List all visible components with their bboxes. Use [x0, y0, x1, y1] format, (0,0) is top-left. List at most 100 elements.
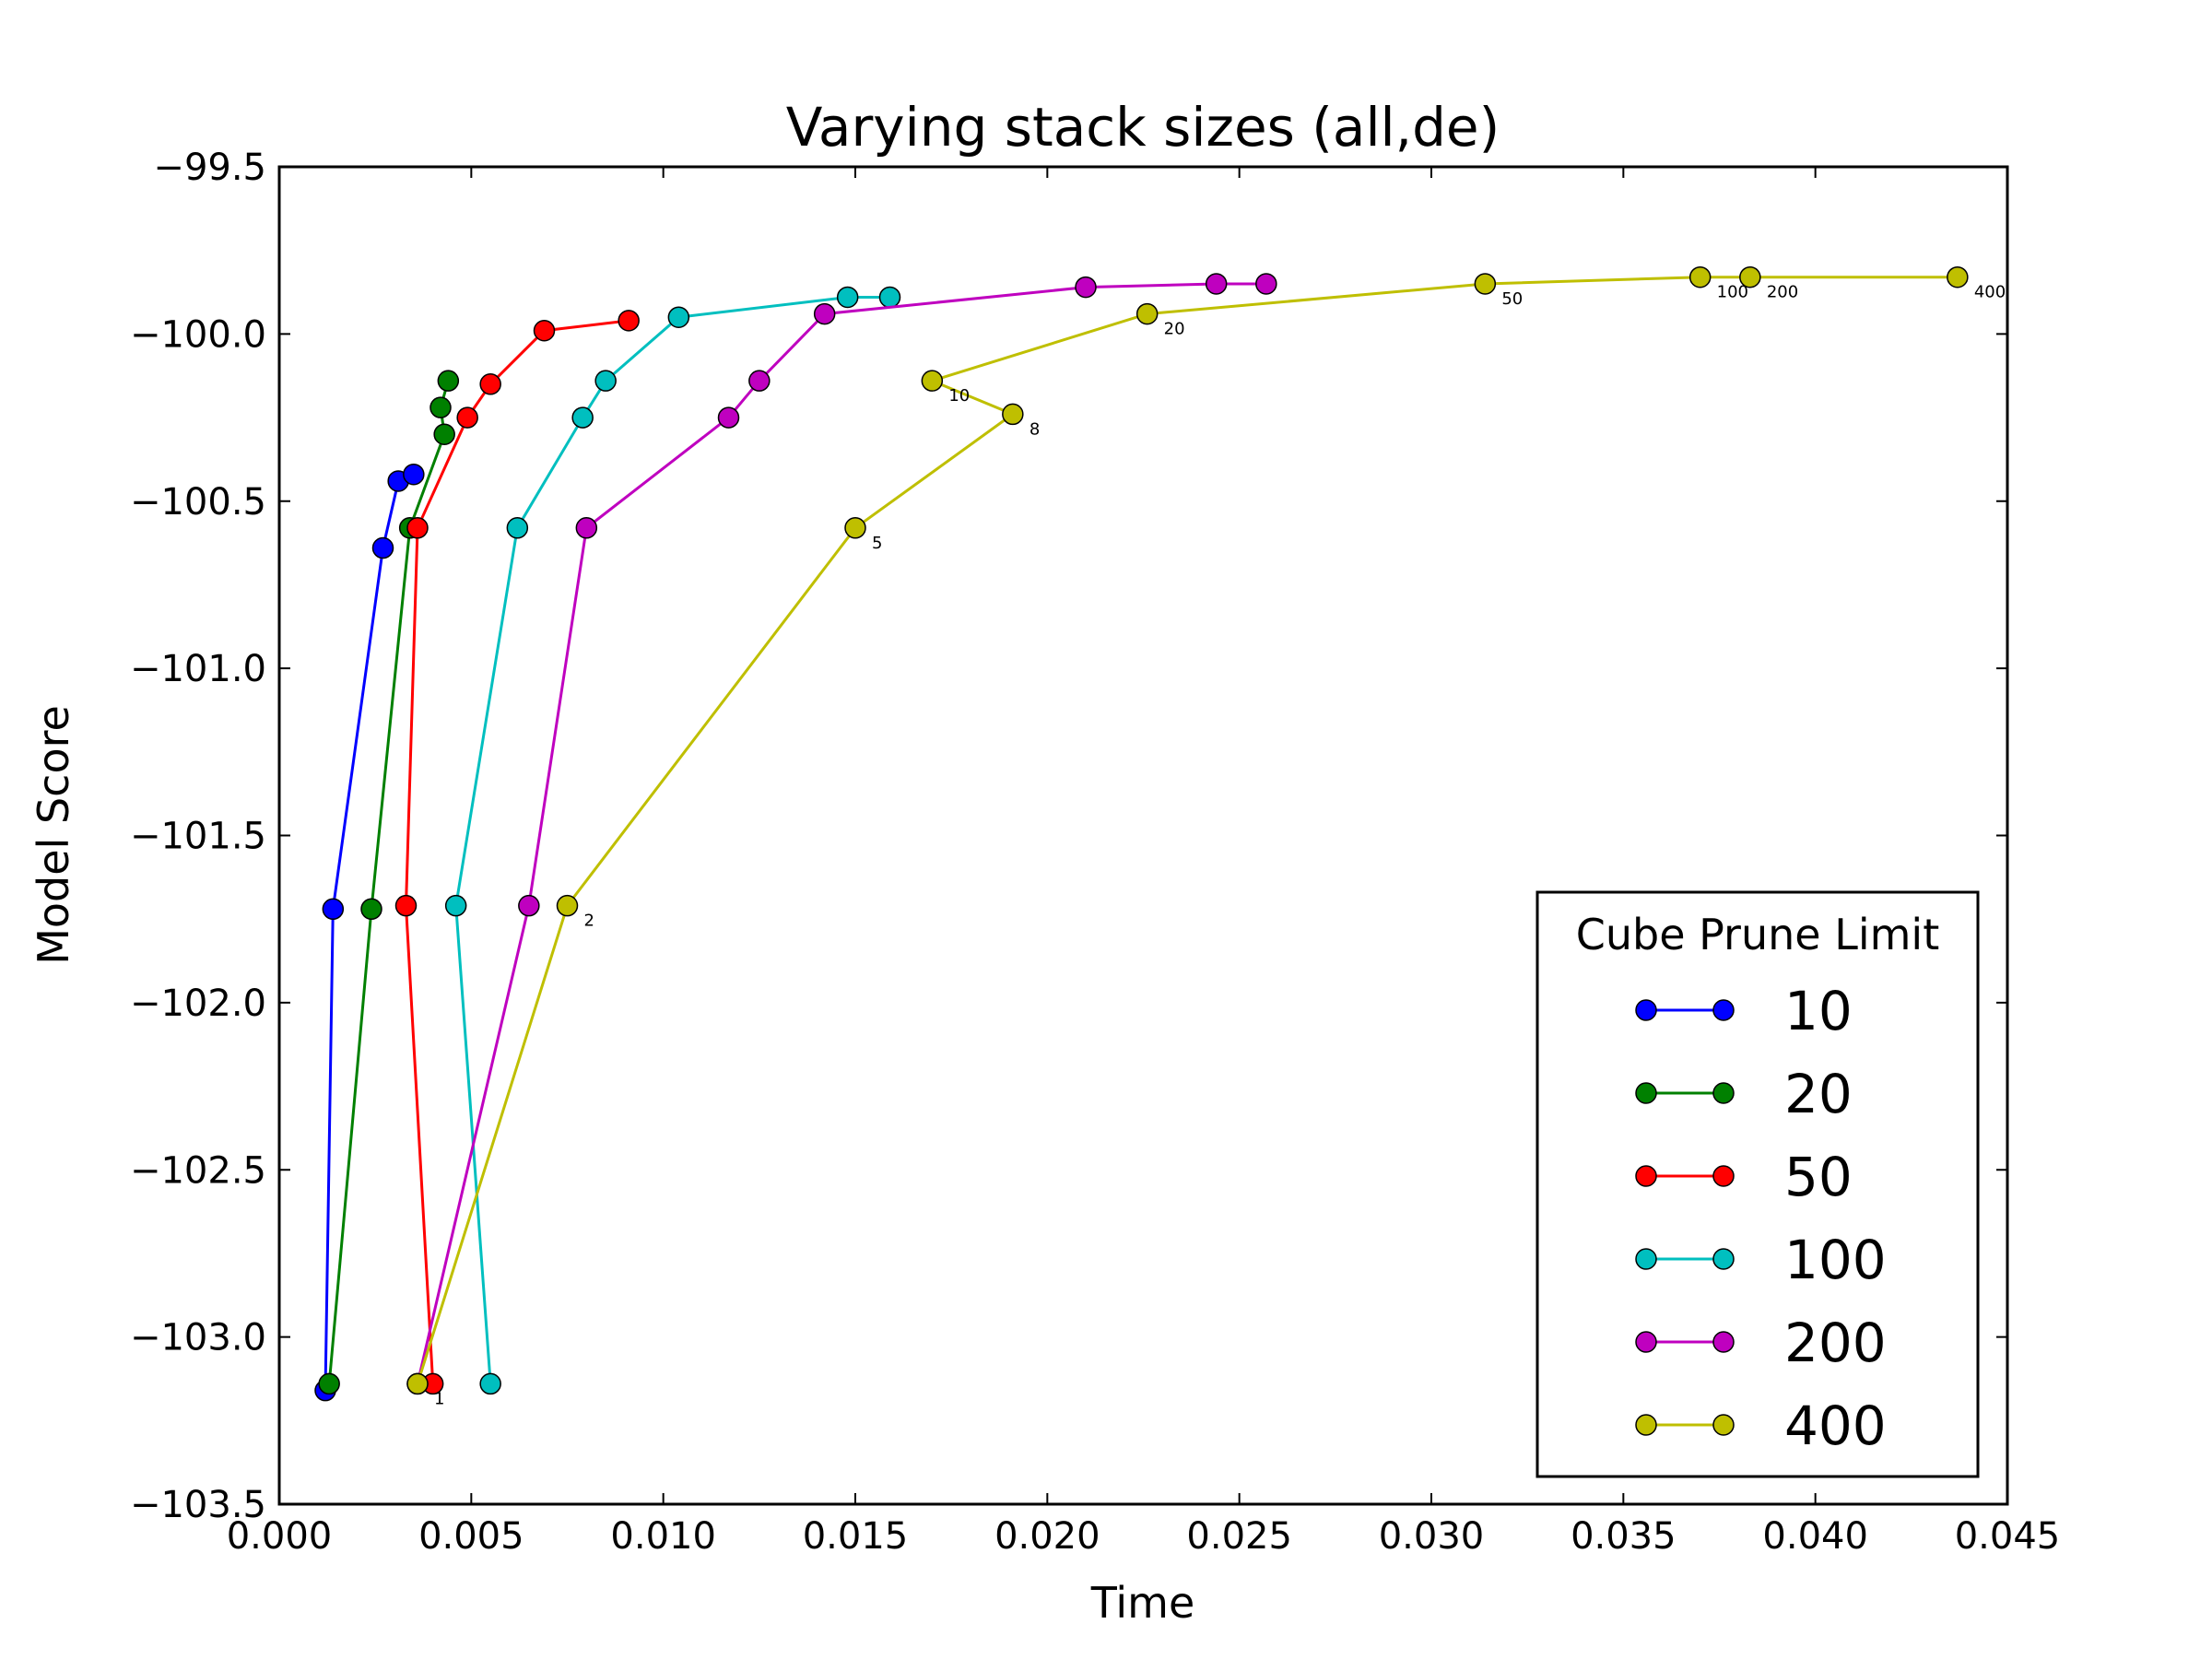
x-tick-label: 0.030	[1379, 1515, 1485, 1558]
data-point	[844, 517, 866, 539]
legend-label: 100	[1784, 1229, 1887, 1291]
data-point	[533, 319, 556, 342]
series-100	[444, 286, 901, 1395]
point-label: 100	[1717, 283, 1748, 302]
data-point	[667, 306, 690, 328]
x-tick-label: 0.015	[803, 1515, 909, 1558]
data-point	[360, 898, 382, 921]
data-point	[575, 517, 598, 539]
legend-marker	[1712, 1165, 1735, 1187]
data-point	[406, 517, 429, 539]
point-label: 8	[1030, 419, 1040, 439]
data-point	[1739, 265, 1761, 288]
data-point	[518, 894, 540, 917]
legend-title: Cube Prune Limit	[1576, 910, 1940, 959]
legend-marker	[1635, 1165, 1657, 1187]
y-tick-label: −103.5	[130, 1484, 266, 1526]
legend-marker	[1712, 999, 1735, 1021]
legend-marker	[1635, 1248, 1657, 1270]
series-layer: 1 2 5 8 10 20 50 100 200 400	[314, 265, 2006, 1408]
y-tick-label: −102.5	[130, 1149, 266, 1192]
legend-entry-20: 20	[1635, 1063, 1853, 1125]
legend-entry-50: 50	[1635, 1146, 1853, 1208]
x-tick-label: 0.005	[418, 1515, 524, 1558]
y-axis-title: Model Score	[29, 705, 78, 965]
series-line-100	[454, 296, 890, 1384]
series-line-400	[416, 276, 1958, 1384]
series-10	[314, 463, 425, 1402]
data-point	[1688, 265, 1712, 288]
legend-marker	[1635, 1082, 1657, 1104]
legend-marker	[1712, 1082, 1735, 1104]
x-axis-title: Time	[1090, 1578, 1195, 1628]
y-tick-label: −101.5	[130, 816, 266, 858]
data-point	[437, 370, 460, 392]
data-point	[506, 517, 529, 539]
point-label: 50	[1501, 289, 1523, 309]
data-point	[394, 894, 418, 917]
data-point	[594, 370, 617, 392]
legend-label: 10	[1784, 980, 1853, 1042]
x-tick-label: 0.040	[1762, 1515, 1868, 1558]
legend-marker	[1712, 1248, 1735, 1270]
y-tick-label: −102.0	[130, 982, 266, 1025]
data-point	[813, 302, 836, 325]
point-label: 2	[584, 912, 594, 931]
legend: Cube Prune Limit 10 20 50 100 200 400	[1535, 890, 1980, 1478]
data-point	[878, 286, 901, 309]
data-point	[717, 406, 740, 429]
data-point	[479, 373, 501, 395]
y-tick-label: −100.0	[130, 313, 266, 356]
data-point	[618, 310, 640, 332]
y-tick-label: −99.5	[153, 147, 266, 189]
data-point	[1205, 273, 1228, 295]
data-point	[921, 370, 944, 392]
legend-label: 200	[1784, 1312, 1887, 1374]
y-tick-label: −100.5	[130, 481, 266, 524]
legend-label: 400	[1784, 1394, 1887, 1457]
legend-entry-10: 10	[1635, 980, 1853, 1042]
data-point	[571, 406, 594, 429]
data-point	[322, 898, 345, 921]
data-point	[479, 1372, 501, 1395]
legend-marker	[1635, 1331, 1657, 1353]
data-point	[556, 894, 579, 917]
data-point	[371, 536, 394, 559]
y-tick-label: −101.0	[130, 648, 266, 690]
series-50	[394, 310, 640, 1395]
point-label: 5	[872, 534, 882, 553]
data-point	[1075, 276, 1097, 299]
data-point	[1255, 273, 1277, 295]
x-tick-label: 0.045	[1955, 1515, 2061, 1558]
point-label: 10	[948, 386, 970, 406]
legend-marker	[1635, 999, 1657, 1021]
chart-title: Varying stack sizes (all,de)	[786, 96, 1500, 159]
legend-entries: 10 20 50 100 200 400	[1635, 980, 1887, 1457]
legend-marker	[1712, 1331, 1735, 1353]
data-point	[836, 286, 859, 309]
data-point	[748, 370, 771, 392]
legend-marker	[1712, 1414, 1735, 1436]
x-tick-label: 0.020	[994, 1515, 1100, 1558]
point-label: 1	[434, 1389, 444, 1408]
y-tick-label: −103.0	[130, 1317, 266, 1359]
legend-entry-400: 400	[1635, 1394, 1887, 1457]
point-label: 200	[1767, 283, 1798, 302]
legend-frame	[1535, 890, 1980, 1478]
data-point	[1135, 302, 1159, 325]
legend-label: 50	[1784, 1146, 1853, 1208]
data-point	[1002, 403, 1024, 426]
data-point	[403, 463, 425, 486]
data-point	[1474, 273, 1497, 295]
data-point	[429, 396, 452, 418]
x-tick-label: 0.035	[1571, 1515, 1677, 1558]
data-point	[1947, 265, 1969, 288]
legend-entry-100: 100	[1635, 1229, 1887, 1291]
x-tick-label: 0.010	[610, 1515, 716, 1558]
point-label: 20	[1164, 320, 1185, 339]
data-point	[318, 1372, 340, 1395]
point-label: 400	[1974, 283, 2006, 302]
data-point	[406, 1372, 429, 1395]
data-point	[444, 894, 467, 917]
